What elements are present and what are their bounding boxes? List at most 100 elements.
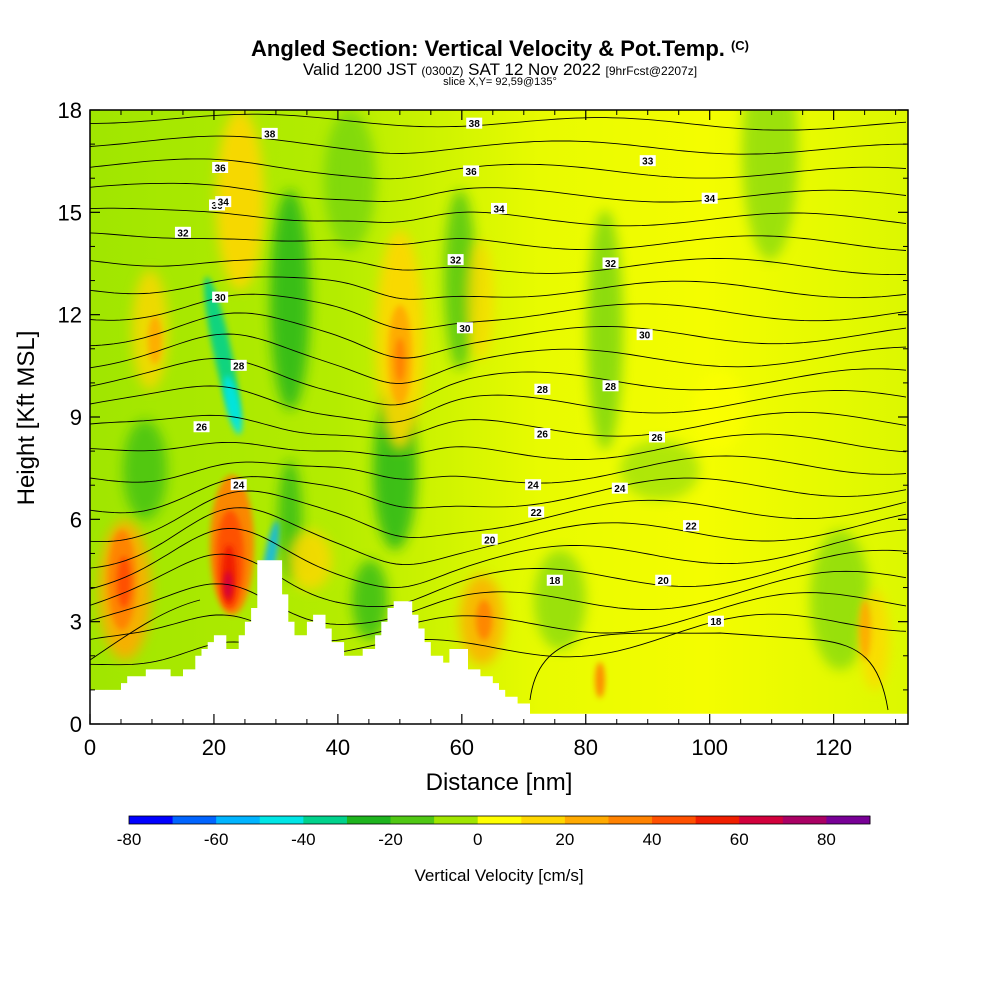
theta-contour-line [90, 312, 907, 359]
y-tick-label: 18 [58, 98, 82, 123]
theta-label-group: 18 [707, 615, 724, 628]
theta-label: 28 [605, 382, 617, 393]
theta-contour-line [90, 433, 907, 460]
theta-label: 30 [215, 293, 227, 304]
theta-label-group: 34 [215, 196, 232, 209]
theta-label: 34 [218, 198, 230, 209]
theta-label-group: 26 [534, 428, 551, 441]
subtitle-date: SAT 12 Nov 2022 [468, 60, 601, 79]
velocity-cell [742, 110, 798, 260]
y-axis-label: Height [Kft MSL] [13, 331, 40, 506]
velocity-core [223, 375, 243, 435]
colorbar-swatch [521, 816, 566, 824]
theta-contour-line [90, 528, 907, 590]
theta-contour-line [90, 570, 907, 625]
theta-label: 22 [531, 508, 543, 519]
theta-label-group: 24 [525, 479, 542, 492]
velocity-cell [810, 530, 870, 670]
colorbar-swatch [129, 816, 174, 824]
velocity-cell [270, 190, 310, 410]
colorbar-swatch [216, 816, 261, 824]
colorbar-tick-label: -80 [117, 830, 142, 849]
y-tick-label: 0 [70, 712, 82, 737]
theta-label: 20 [658, 576, 670, 587]
velocity-core [476, 600, 492, 640]
colorbar-frame [128, 815, 871, 825]
theta-label-bg [215, 196, 232, 208]
theta-contour-line [90, 113, 907, 131]
theta-label-group: 33 [639, 155, 656, 168]
x-tick-label: 40 [326, 735, 350, 760]
theta-label: 26 [196, 423, 208, 434]
theta-label: 38 [264, 129, 276, 140]
theta-label-bg [212, 161, 229, 173]
theta-label-bg [636, 329, 653, 341]
theta-label-bg [174, 226, 191, 238]
theta-label-group: 38 [466, 117, 483, 130]
theta-label-bg [463, 165, 480, 177]
theta-contour-line [90, 549, 907, 608]
theta-label-bg [447, 254, 464, 266]
x-tick-label: 120 [815, 735, 852, 760]
theta-label-group: 26 [193, 421, 210, 434]
theta-label-bg [546, 574, 563, 586]
theta-contour-line [90, 135, 906, 155]
x-tick-label: 100 [691, 735, 728, 760]
colorbar-swatch [652, 816, 697, 824]
theta-label: 24 [614, 484, 626, 495]
theta-label: 33 [642, 157, 654, 168]
theta-label-group: 32 [602, 257, 619, 270]
theta-label-bg [525, 479, 542, 491]
theta-label-group: 24 [611, 482, 628, 495]
theta-label: 36 [466, 167, 478, 178]
theta-label-group: 36 [212, 161, 229, 174]
chart-title-suffix: (C) [730, 38, 749, 53]
subtitle-utc: (0300Z) [421, 64, 464, 78]
theta-label-group: 22 [683, 520, 700, 533]
y-tick-label: 15 [58, 200, 82, 225]
theta-label-group: 30 [636, 329, 653, 342]
colorbar: -80 -60 -40 -20 0 20 40 60 80 [117, 815, 871, 849]
velocity-core [148, 316, 162, 364]
theta-contour-line [90, 232, 907, 251]
theta-label-bg [701, 192, 718, 204]
theta-label: 24 [233, 481, 245, 492]
theta-label: 20 [484, 535, 496, 546]
theta-label-bg [611, 482, 628, 494]
theta-label: 26 [537, 430, 549, 441]
colorbar-swatch [782, 816, 827, 824]
theta-label-bg [649, 431, 666, 443]
terrain [90, 560, 908, 724]
velocity-field [90, 110, 908, 724]
theta-label-bg [456, 322, 473, 334]
colorbar-label: Vertical Velocity [cm/s] [414, 866, 583, 885]
theta-contour-line [90, 599, 201, 661]
theta-label-bg [602, 380, 619, 392]
theta-label-group: 30 [212, 291, 229, 304]
theta-label: 34 [493, 204, 505, 215]
velocity-core [117, 556, 131, 608]
x-tick-label: 80 [574, 735, 598, 760]
theta-label-bg [212, 291, 229, 303]
theta-label-bg [481, 533, 498, 545]
theta-label-group: 20 [481, 533, 498, 546]
theta-contour-line [90, 333, 907, 384]
velocity-core [595, 662, 605, 698]
theta-label-group: 32 [174, 226, 191, 239]
subtitle-valid-time: Valid 1200 JST [302, 60, 417, 79]
theta-label-group: 20 [655, 574, 672, 587]
theta-contour-line [90, 357, 907, 406]
colorbar-swatch [739, 816, 784, 824]
colorbar-swatch [434, 816, 479, 824]
colorbar-tick-label: 80 [817, 830, 836, 849]
velocity-cell [288, 530, 332, 590]
colorbar-swatch [826, 816, 871, 824]
theta-contours [90, 113, 907, 711]
theta-contour-line [90, 258, 907, 276]
theta-label-group: 38 [261, 127, 278, 140]
theta-label-group: 34 [701, 192, 718, 205]
x-tick-label: 20 [202, 735, 226, 760]
theta-label-group: 28 [230, 359, 247, 372]
